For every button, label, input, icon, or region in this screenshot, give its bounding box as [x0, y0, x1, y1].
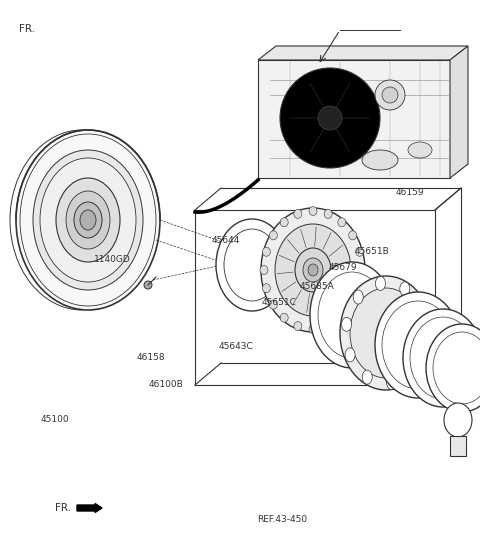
Ellipse shape	[263, 247, 270, 256]
Ellipse shape	[358, 266, 366, 274]
Text: FR.: FR.	[19, 24, 35, 34]
Ellipse shape	[74, 202, 102, 238]
Ellipse shape	[318, 272, 386, 358]
Ellipse shape	[338, 218, 346, 227]
Ellipse shape	[386, 375, 396, 390]
Text: 45100: 45100	[41, 415, 70, 424]
Ellipse shape	[294, 321, 302, 331]
Ellipse shape	[433, 332, 480, 404]
Text: 45679: 45679	[329, 263, 358, 272]
Ellipse shape	[324, 209, 332, 219]
Ellipse shape	[294, 209, 302, 219]
Ellipse shape	[263, 283, 270, 293]
Ellipse shape	[345, 348, 355, 362]
Text: 45651B: 45651B	[354, 247, 389, 256]
Text: 46159: 46159	[396, 188, 425, 196]
Ellipse shape	[261, 208, 365, 332]
Ellipse shape	[362, 370, 372, 384]
Ellipse shape	[420, 335, 431, 349]
Ellipse shape	[403, 309, 480, 407]
Ellipse shape	[409, 362, 419, 376]
Ellipse shape	[426, 324, 480, 412]
Ellipse shape	[408, 142, 432, 158]
Ellipse shape	[309, 325, 317, 333]
Text: 46158: 46158	[137, 353, 166, 361]
Ellipse shape	[303, 258, 323, 282]
Ellipse shape	[280, 218, 288, 227]
Ellipse shape	[382, 87, 398, 103]
Ellipse shape	[295, 248, 331, 292]
Ellipse shape	[348, 300, 357, 309]
Ellipse shape	[280, 68, 380, 168]
Text: 45651C: 45651C	[262, 299, 297, 307]
Ellipse shape	[20, 134, 156, 306]
Text: 45685A: 45685A	[300, 282, 335, 291]
Ellipse shape	[375, 292, 461, 398]
Polygon shape	[258, 46, 468, 60]
Ellipse shape	[417, 304, 427, 318]
Polygon shape	[450, 46, 468, 178]
Ellipse shape	[356, 247, 364, 256]
Ellipse shape	[66, 191, 110, 249]
Ellipse shape	[410, 317, 476, 399]
Ellipse shape	[275, 224, 351, 316]
Ellipse shape	[310, 262, 394, 368]
Polygon shape	[258, 60, 450, 178]
Ellipse shape	[260, 266, 268, 274]
Ellipse shape	[356, 283, 364, 293]
Ellipse shape	[324, 321, 332, 331]
Ellipse shape	[80, 210, 96, 230]
Ellipse shape	[444, 403, 472, 437]
Ellipse shape	[309, 207, 317, 215]
Ellipse shape	[33, 150, 143, 290]
Ellipse shape	[338, 313, 346, 322]
Ellipse shape	[318, 106, 342, 130]
Text: FR.: FR.	[55, 503, 71, 513]
Ellipse shape	[400, 282, 410, 296]
Ellipse shape	[362, 150, 398, 170]
FancyArrow shape	[77, 504, 102, 512]
Ellipse shape	[269, 231, 277, 240]
Ellipse shape	[56, 178, 120, 262]
Ellipse shape	[224, 229, 280, 301]
Ellipse shape	[16, 130, 160, 310]
Text: 1140GD: 1140GD	[94, 255, 131, 264]
Ellipse shape	[40, 158, 136, 282]
Text: REF.43-450: REF.43-450	[257, 515, 307, 524]
Ellipse shape	[308, 264, 318, 276]
Ellipse shape	[216, 219, 288, 311]
Ellipse shape	[375, 80, 405, 110]
Ellipse shape	[342, 318, 352, 331]
Ellipse shape	[269, 300, 277, 309]
Ellipse shape	[340, 276, 432, 390]
Ellipse shape	[382, 301, 454, 389]
Ellipse shape	[280, 313, 288, 322]
Ellipse shape	[375, 276, 385, 291]
Bar	[450, 436, 466, 456]
Ellipse shape	[350, 288, 422, 378]
Ellipse shape	[144, 281, 152, 289]
Text: 46100B: 46100B	[149, 380, 183, 388]
Text: 45643C: 45643C	[218, 342, 253, 351]
Ellipse shape	[348, 231, 357, 240]
Ellipse shape	[353, 290, 363, 304]
Text: 45644: 45644	[211, 236, 240, 245]
